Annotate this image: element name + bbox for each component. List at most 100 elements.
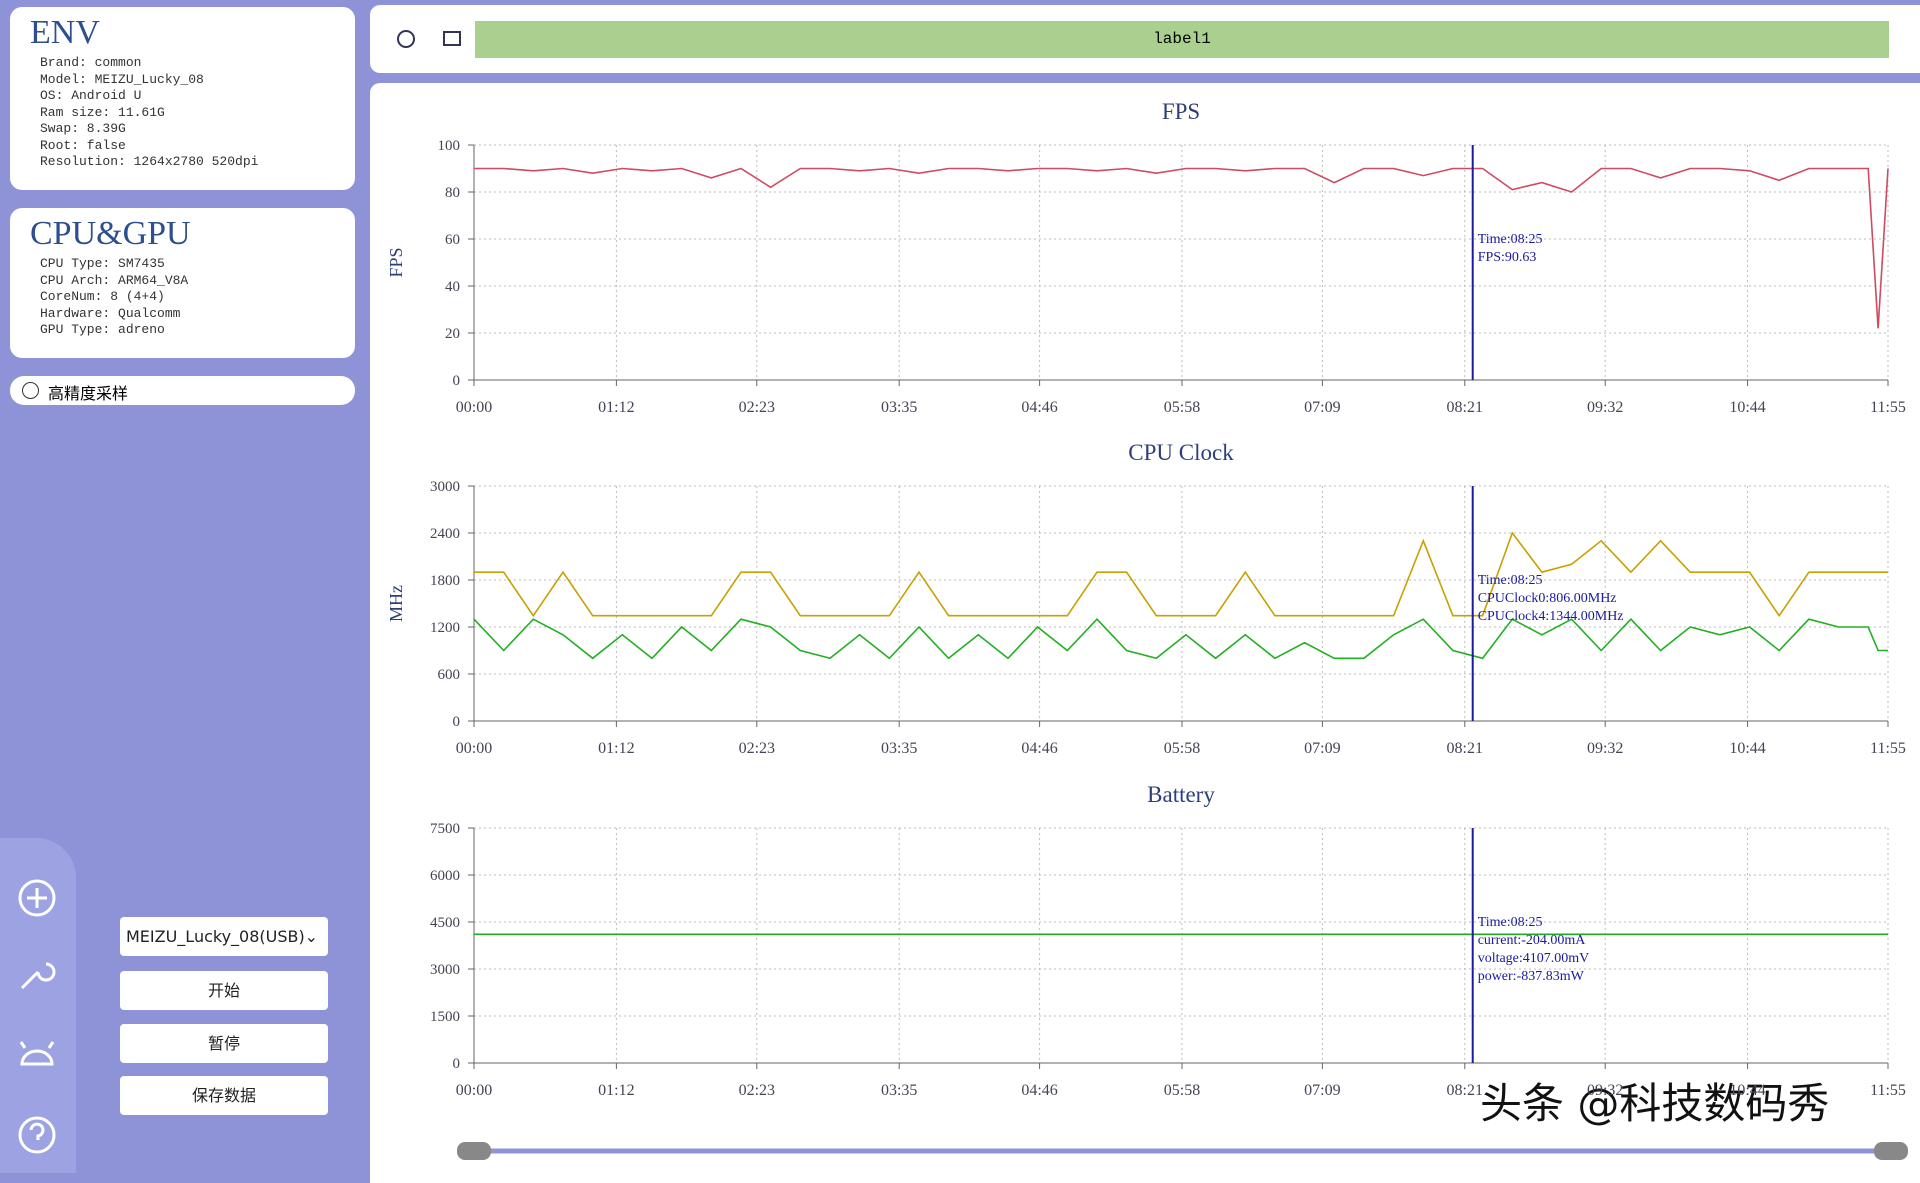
y-tick-label: 80 [445,185,460,201]
refresh-icon[interactable] [397,30,415,48]
cpu-gpu-card: CPU&GPU CPU Type: SM7435 CPU Arch: ARM64_… [10,208,355,358]
y-tick-label: 4500 [430,915,460,931]
x-tick-label: 05:58 [1164,740,1200,757]
x-tick-label: 08:21 [1447,740,1483,757]
x-tick-label: 05:58 [1164,399,1200,416]
help-icon[interactable] [18,1116,56,1154]
x-tick-label: 09:32 [1587,1082,1623,1099]
slider-handle[interactable] [457,1142,491,1160]
android-icon[interactable] [19,1041,55,1066]
y-tick-label: 7500 [430,821,460,837]
chart-panel [370,83,1920,1183]
x-tick-label: 08:21 [1447,399,1483,416]
icon-dock [0,838,76,1173]
series-line [473,618,1888,660]
slider-handle[interactable] [1874,1142,1908,1160]
y-tick-label: 1500 [430,1009,460,1025]
y-tick-label: 0 [453,714,461,730]
info-line: CPU Type: SM7435 [40,256,165,271]
y-tick-label: 2400 [430,526,460,542]
radio[interactable] [22,382,39,399]
y-tick-label: 3000 [430,479,460,495]
cursor-tooltip: Time:08:25 [1478,573,1543,588]
pause-button[interactable]: 暂停 [120,1024,328,1063]
x-tick-label: 04:46 [1021,740,1057,757]
x-tick-label: 03:35 [881,740,917,757]
add-icon[interactable] [18,879,56,917]
y-tick-label: 3000 [430,962,460,978]
cursor-tooltip: power:-837.83mW [1478,969,1585,984]
cpu-gpu-title: CPU&GPU [30,215,191,252]
y-tick-label: 600 [438,667,461,683]
chart-title: CPU Clock [1128,440,1234,465]
y-tick-label: 100 [438,138,461,154]
x-tick-label: 10:44 [1729,740,1765,757]
y-tick-label: 40 [445,279,460,295]
x-tick-label: 11:55 [1870,1082,1906,1099]
x-tick-label: 08:21 [1447,1082,1483,1099]
device-select[interactable]: MEIZU_Lucky_08(USB) ⌄ [120,917,328,956]
watermark: 头条 @科技数码秀 [1480,1079,1829,1128]
start-button[interactable]: 开始 [120,971,328,1010]
x-tick-label: 09:32 [1587,740,1623,757]
y-tick-label: 1200 [430,620,460,636]
x-tick-label: 07:09 [1304,740,1340,757]
info-line: CPU Arch: ARM64_V8A [40,272,189,288]
terminal-icon[interactable] [443,31,461,46]
cursor-tooltip: CPUClock0:806.00MHz [1478,591,1617,606]
x-tick-label: 05:58 [1164,1082,1200,1099]
x-tick-label: 03:35 [881,399,917,416]
x-tick-label: 00:00 [456,399,492,416]
x-tick-label: 04:46 [1021,399,1057,416]
tool-icon[interactable] [20,962,56,990]
x-tick-label: 04:46 [1021,1082,1057,1099]
x-tick-label: 00:00 [456,1082,492,1099]
cursor-tooltip: CPUClock4:1344.00MHz [1478,609,1624,624]
y-tick-label: 20 [445,326,460,342]
y-axis-label: MHz [386,585,406,622]
info-line: Model: MEIZU_Lucky_08 [40,71,204,87]
cursor-tooltip: Time:08:25 [1478,232,1543,247]
env-title: ENV [30,14,100,51]
info-line: Root: false [40,137,126,153]
y-tick-label: 60 [445,232,460,248]
info-line: GPU Type: adreno [40,322,165,337]
toggle-label: 高精度采样 [48,384,129,403]
x-tick-label: 11:55 [1870,399,1906,416]
y-axis-label: FPS [386,247,406,277]
toolbar-icons [397,30,461,48]
dock-icons [18,879,56,1154]
x-tick-label: 02:23 [739,740,775,757]
toolbar: label1 [370,5,1920,73]
info-line: Brand: common [40,55,142,70]
cursor-tooltip: current:-204.00mA [1478,933,1587,948]
x-tick-label: 11:55 [1870,740,1906,757]
chart-title: FPS [1162,99,1200,124]
label-bar: label1 [475,21,1889,58]
info-line: OS: Android U [40,88,142,103]
x-tick-label: 10:44 [1729,1082,1765,1099]
y-tick-label: 0 [453,1056,461,1072]
info-line: Resolution: 1264x2780 520dpi [40,154,259,169]
x-tick-label: 01:12 [598,399,634,416]
x-tick-label: 07:09 [1304,1082,1340,1099]
x-tick-label: 00:00 [456,740,492,757]
info-line: Hardware: Qualcomm [40,305,181,321]
high-precision-toggle[interactable]: 高精度采样 [10,376,355,405]
x-tick-label: 10:44 [1729,399,1765,416]
x-tick-label: 07:09 [1304,399,1340,416]
cursor-tooltip: FPS:90.63 [1478,250,1537,265]
series-line [474,167,1889,329]
chart-title: Battery [1147,782,1215,807]
y-tick-label: 6000 [430,868,460,884]
x-tick-label: 02:23 [739,399,775,416]
x-tick-label: 03:35 [881,1082,917,1099]
cursor-tooltip: voltage:4107.00mV [1478,951,1590,966]
save-button[interactable]: 保存数据 [120,1076,328,1115]
x-tick-label: 02:23 [739,1082,775,1099]
y-tick-label: 0 [453,373,461,389]
cursor-tooltip: Time:08:25 [1478,915,1543,930]
info-line: Ram size: 11.61G [40,104,165,120]
